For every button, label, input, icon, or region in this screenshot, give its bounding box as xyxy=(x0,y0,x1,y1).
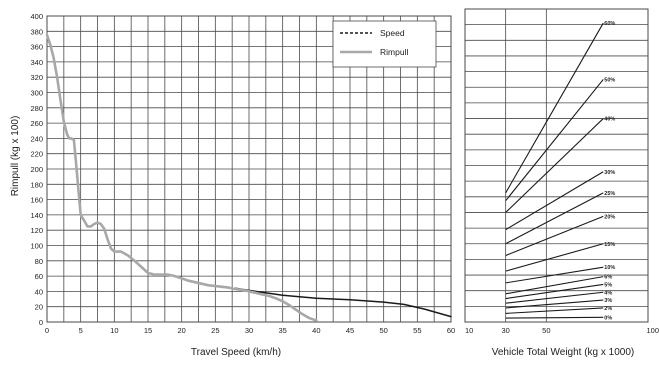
left-y-tick-label: 180 xyxy=(30,180,43,189)
left-x-tick-label: 35 xyxy=(278,326,286,335)
right-x-tick-label: 30 xyxy=(501,326,509,335)
left-x-tick-label: 25 xyxy=(211,326,219,335)
grade-label: 25% xyxy=(604,191,615,197)
left-x-tick-label: 60 xyxy=(447,326,455,335)
grade-label: 6% xyxy=(604,275,612,281)
right-x-tick-label: 50 xyxy=(542,326,550,335)
grade-line xyxy=(505,215,604,256)
grade-label: 5% xyxy=(604,282,612,288)
left-x-tick-label: 5 xyxy=(79,326,83,335)
left-y-tick-label: 160 xyxy=(30,196,43,205)
left-y-tick-label: 280 xyxy=(30,104,43,113)
vehicle-weight-axis-label: Vehicle Total Weight (kg x 1000) xyxy=(492,347,635,358)
grade-line xyxy=(505,307,604,314)
grade-line xyxy=(505,291,604,304)
left-y-tick-label: 360 xyxy=(30,43,43,52)
grade-line xyxy=(505,171,604,231)
grade-label: 3% xyxy=(604,298,612,304)
grade-label: 2% xyxy=(604,306,612,312)
left-y-tick-label: 40 xyxy=(35,287,43,296)
right-plot-area: 10 30 50 100 0% 2% 3% 4% 5%6% 10% 15% 20% 25% 30% 40% 5… xyxy=(464,8,659,335)
grade-label: 60% xyxy=(604,21,615,27)
right-x-tick-label: 100 xyxy=(646,326,659,335)
grade-label: 40% xyxy=(604,117,615,123)
grade-line xyxy=(505,276,604,295)
grade-line xyxy=(505,192,604,245)
grade-line xyxy=(505,316,604,319)
grade-label: 50% xyxy=(604,77,615,83)
grade-label: 20% xyxy=(604,214,615,220)
grade-label: 10% xyxy=(604,265,615,271)
left-plot-area: 0204060801001201401601802002202402602803… xyxy=(30,12,455,335)
grade-line xyxy=(505,243,604,272)
chart-legend: Speed Rimpull xyxy=(332,20,437,68)
left-y-tick-label: 200 xyxy=(30,165,43,174)
grade-line xyxy=(505,283,604,300)
grade-line xyxy=(505,118,604,213)
left-x-tick-label: 45 xyxy=(346,326,354,335)
left-y-tick-label: 60 xyxy=(35,272,43,281)
left-y-tick-label: 220 xyxy=(30,150,43,159)
grade-line xyxy=(505,22,604,194)
grade-label: 0% xyxy=(604,315,612,321)
legend-label-rimpull: Rimpull xyxy=(380,47,408,57)
left-y-tick-label: 140 xyxy=(30,211,43,220)
left-y-tick-label: 320 xyxy=(30,73,43,82)
left-y-tick-label: 400 xyxy=(30,12,43,21)
grade-label: 15% xyxy=(604,242,615,248)
rimpull-series-line xyxy=(45,33,318,322)
left-y-tick-label: 380 xyxy=(30,27,43,36)
left-y-tick-label: 100 xyxy=(30,242,43,251)
left-y-tick-label: 240 xyxy=(30,134,43,143)
legend-label-speed: Speed xyxy=(380,28,405,38)
grade-label: 30% xyxy=(604,170,615,176)
left-x-tick-label: 55 xyxy=(413,326,421,335)
speed-series-line xyxy=(234,287,452,318)
grade-line xyxy=(505,266,604,284)
legend-box xyxy=(332,20,437,68)
rimpull-axis-label: Rimpull (kg x 100) xyxy=(10,116,21,197)
right-x-tick-label: 10 xyxy=(465,326,473,335)
travel-speed-axis-label: Travel Speed (km/h) xyxy=(191,347,281,358)
grade-label: 4% xyxy=(604,290,612,296)
left-y-tick-label: 120 xyxy=(30,226,43,235)
left-x-tick-label: 15 xyxy=(144,326,152,335)
left-x-tick-label: 20 xyxy=(177,326,185,335)
left-x-tick-label: 40 xyxy=(312,326,320,335)
left-y-tick-label: 260 xyxy=(30,119,43,128)
left-y-tick-label: 0 xyxy=(39,318,43,327)
grade-line xyxy=(505,79,604,202)
left-y-tick-label: 300 xyxy=(30,89,43,98)
left-x-tick-label: 30 xyxy=(245,326,253,335)
grade-line xyxy=(505,299,604,309)
left-x-tick-label: 50 xyxy=(379,326,387,335)
left-y-tick-label: 340 xyxy=(30,58,43,67)
left-x-tick-label: 0 xyxy=(45,326,49,335)
left-x-tick-label: 10 xyxy=(110,326,118,335)
left-y-tick-label: 80 xyxy=(35,257,43,266)
left-y-tick-label: 20 xyxy=(35,303,43,312)
